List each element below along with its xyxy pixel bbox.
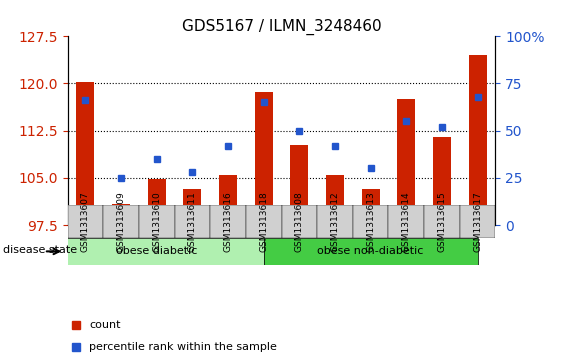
Text: GSM1313613: GSM1313613 [366,191,375,252]
Text: GSM1313609: GSM1313609 [117,191,126,252]
Text: count: count [89,320,120,330]
Text: GSM1313612: GSM1313612 [330,191,339,252]
Text: GSM1313618: GSM1313618 [259,191,268,252]
Bar [397,99,415,225]
Text: obese diabetic: obese diabetic [116,246,198,256]
Text: GSM1313614: GSM1313614 [402,191,411,252]
Bar [112,204,130,225]
Bar [184,189,202,225]
Bar [291,145,309,225]
Bar [219,175,237,225]
Bar [460,205,495,238]
Title: GDS5167 / ILMN_3248460: GDS5167 / ILMN_3248460 [182,19,381,35]
Bar [175,205,210,238]
Bar [77,82,95,225]
Text: GSM1313608: GSM1313608 [295,191,304,252]
FancyBboxPatch shape [263,238,477,265]
Text: GSM1313616: GSM1313616 [224,191,233,252]
Bar [210,205,246,238]
Text: GSM1313607: GSM1313607 [81,191,90,252]
Bar [468,55,486,225]
Bar [424,205,460,238]
Text: percentile rank within the sample: percentile rank within the sample [89,342,277,352]
Bar [317,205,353,238]
Text: GSM1313610: GSM1313610 [152,191,161,252]
Bar [353,205,388,238]
Bar [246,205,282,238]
Text: GSM1313611: GSM1313611 [188,191,197,252]
Bar [103,205,139,238]
Bar [68,205,103,238]
Bar [433,137,451,225]
Bar [282,205,317,238]
Text: disease state: disease state [3,245,77,256]
FancyBboxPatch shape [50,238,263,265]
Text: obese non-diabetic: obese non-diabetic [318,246,424,256]
Bar [254,92,272,225]
Bar [139,205,175,238]
Bar [361,189,379,225]
Bar [388,205,424,238]
Text: GSM1313617: GSM1313617 [473,191,482,252]
Text: GSM1313615: GSM1313615 [437,191,446,252]
Bar [326,175,344,225]
Bar [148,179,166,225]
